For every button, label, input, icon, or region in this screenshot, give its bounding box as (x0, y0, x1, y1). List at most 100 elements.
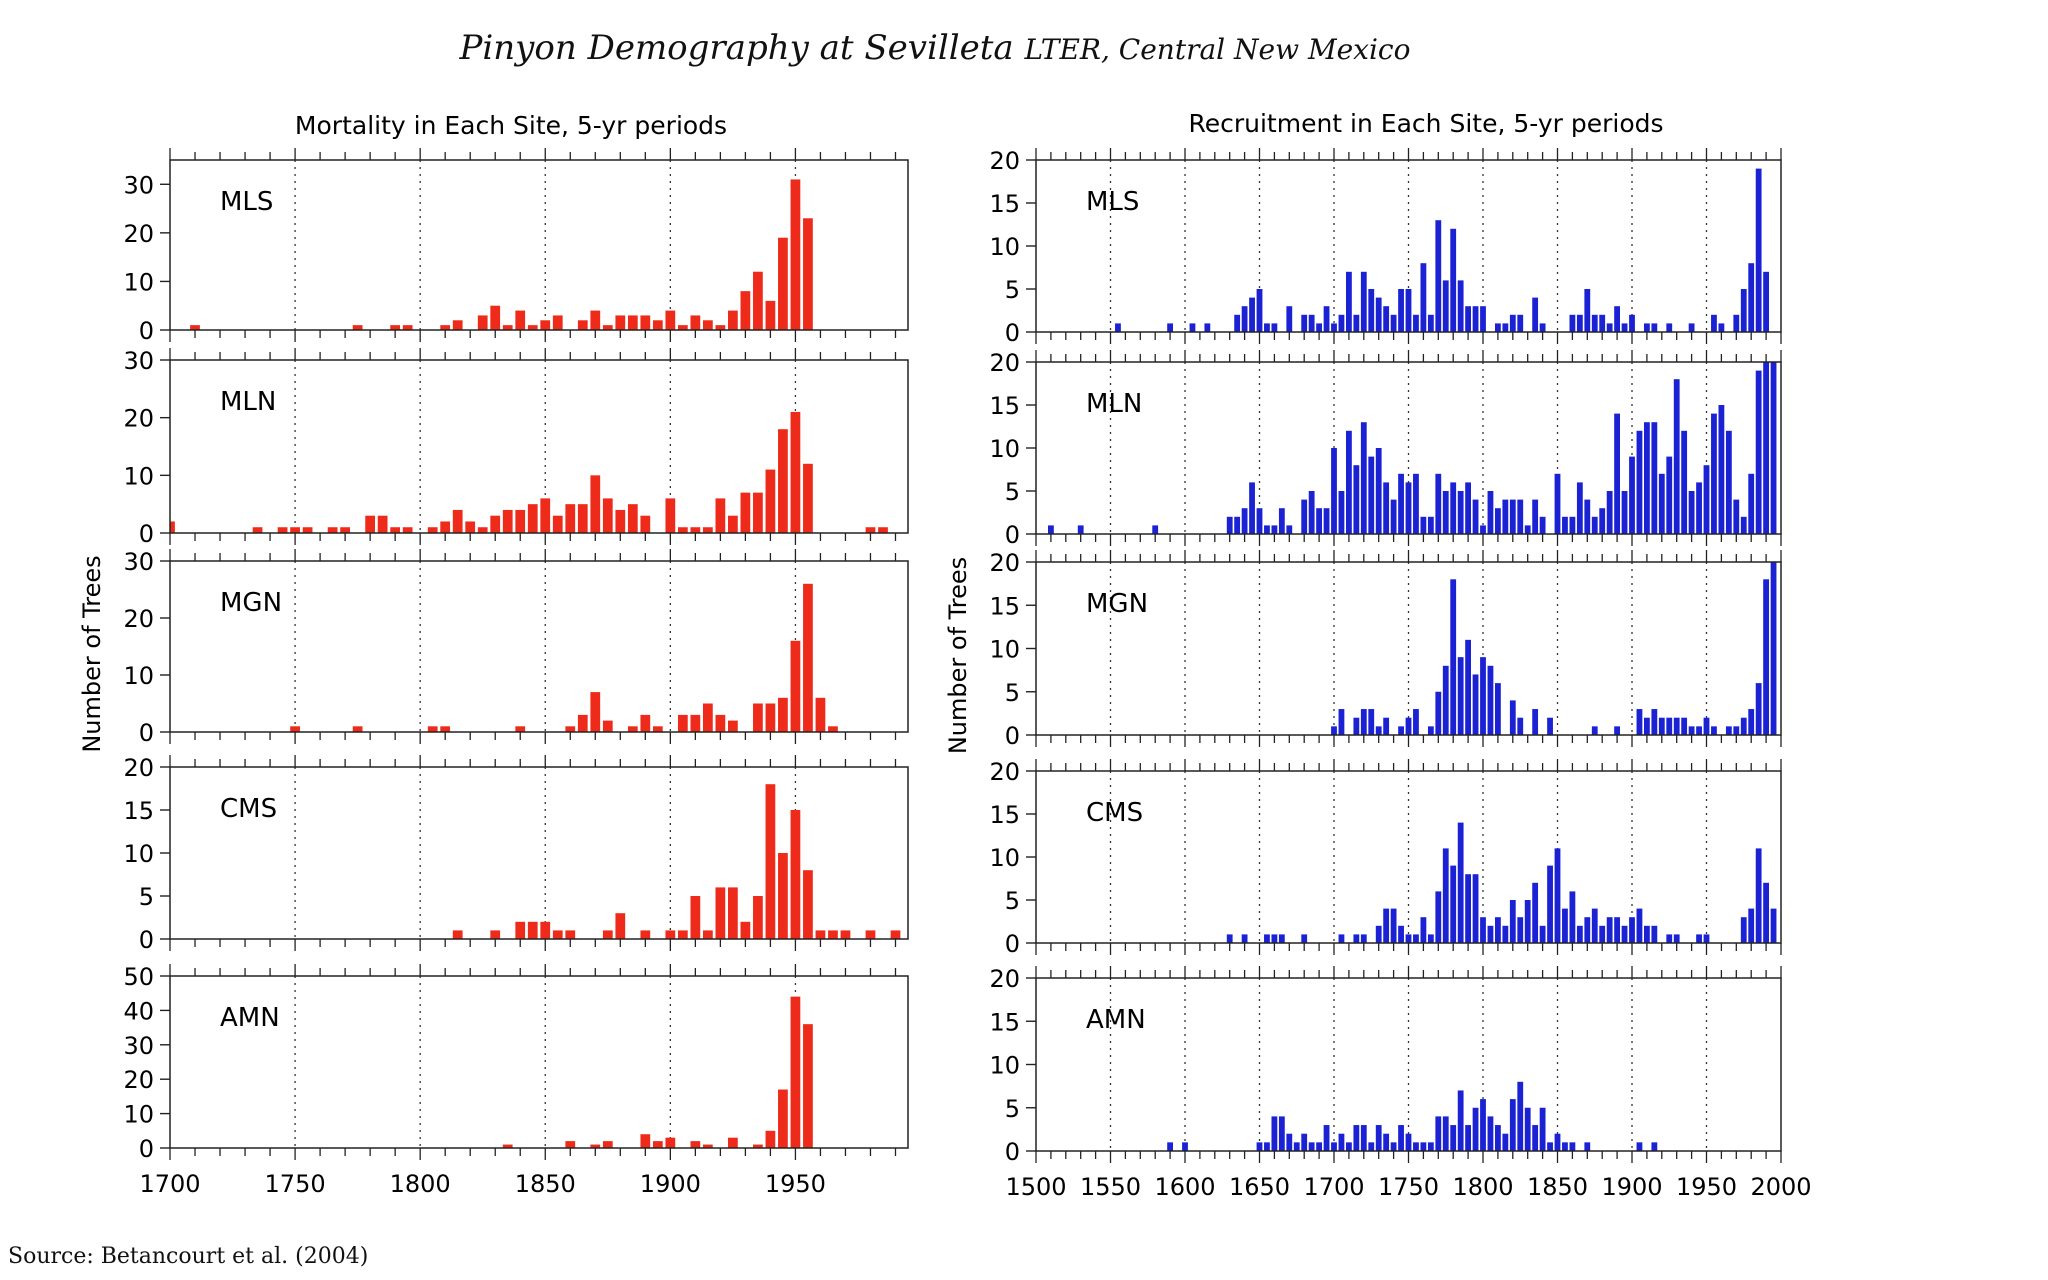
panel-amn: 0 10 20 30 40 50 AMN (123, 963, 909, 1163)
bar (1420, 917, 1427, 943)
bar (640, 930, 651, 939)
bar (390, 325, 401, 330)
recruitment-chart: Recruitment in Each Site, 5-yr periods Nu… (944, 109, 1812, 1201)
y-tick-label: 10 (123, 662, 154, 690)
bar (427, 527, 438, 533)
bar (1666, 456, 1673, 534)
bar (1666, 717, 1673, 735)
bar (515, 310, 526, 330)
bar (1241, 934, 1248, 943)
y-tick-label: 30 (123, 347, 154, 375)
bar (1413, 1142, 1419, 1151)
bar (728, 515, 738, 533)
bar (1502, 323, 1509, 332)
bar (1725, 726, 1732, 735)
bar (1584, 1142, 1591, 1151)
bar (1398, 925, 1404, 943)
bar (252, 527, 263, 533)
bar (1569, 516, 1576, 534)
x-tick-label: 1800 (1452, 1173, 1513, 1201)
bar (1711, 314, 1717, 332)
bar (477, 315, 488, 330)
bar (1450, 1125, 1457, 1151)
bar (828, 930, 838, 939)
bar (515, 921, 526, 939)
bar (452, 320, 463, 330)
bar (1271, 525, 1278, 534)
site-label: MLN (1086, 389, 1142, 419)
main-title: Pinyon Demography at Sevilleta LTER, Cen… (0, 28, 1870, 68)
y-tick-label: 15 (989, 1008, 1020, 1036)
bar (1711, 413, 1717, 534)
bar (1293, 1142, 1300, 1151)
bar (602, 930, 613, 939)
bar (765, 1130, 776, 1148)
bar (1278, 934, 1285, 943)
bar (1331, 323, 1337, 332)
bar (715, 714, 726, 732)
bar (1539, 1107, 1546, 1151)
bar (515, 726, 526, 732)
bar (1435, 1116, 1442, 1151)
y-tick-label: 0 (139, 719, 154, 747)
y-tick-label: 15 (989, 392, 1020, 420)
bar (1509, 700, 1516, 735)
bar (1368, 1142, 1375, 1151)
x-tick-label: 1700 (1303, 1173, 1364, 1201)
bar (778, 697, 788, 732)
bar (1733, 726, 1740, 735)
bar (365, 515, 376, 533)
bar (440, 726, 451, 732)
bar (1763, 579, 1770, 735)
bar (677, 527, 688, 533)
bar (1450, 865, 1457, 943)
bar (1427, 314, 1434, 332)
x-tick-label: 1650 (1229, 1173, 1290, 1201)
bar (1413, 709, 1419, 735)
bar (1532, 709, 1539, 735)
bar (1442, 280, 1449, 332)
bar (803, 463, 813, 533)
panel-cms: 0 5 10 15 20 CMS (123, 754, 909, 954)
bar (1748, 263, 1755, 332)
bar (702, 320, 713, 330)
bar (1264, 1142, 1270, 1151)
bar (1338, 934, 1345, 943)
bar (1420, 516, 1427, 534)
y-tick-label: 20 (989, 349, 1020, 377)
bar (1576, 482, 1583, 534)
bar (1517, 499, 1524, 534)
bar (702, 930, 713, 939)
bar (1383, 482, 1390, 534)
bar (1278, 1116, 1285, 1151)
bar (1696, 726, 1702, 735)
bar (1614, 917, 1621, 943)
bar (1517, 717, 1524, 735)
bar (715, 887, 726, 939)
panel-frame (169, 359, 909, 534)
bar (652, 726, 663, 732)
bar (540, 320, 551, 330)
bar (1234, 516, 1241, 534)
bar (1532, 297, 1539, 332)
bar (1398, 1125, 1404, 1151)
bar (1442, 491, 1449, 534)
bar (1569, 891, 1576, 943)
bar (1658, 473, 1665, 534)
bar (1152, 525, 1159, 534)
bar (1442, 1116, 1449, 1151)
bar (790, 810, 801, 939)
bar (1465, 482, 1472, 534)
bar (1532, 499, 1539, 534)
bar (1182, 1142, 1188, 1151)
bar (1241, 306, 1248, 332)
x-tick-label: 1900 (640, 1170, 701, 1198)
x-tick-label: 1600 (1154, 1173, 1215, 1201)
bar (1480, 1099, 1486, 1151)
bar (277, 527, 288, 533)
bar (565, 726, 576, 732)
bar (1286, 525, 1293, 534)
bar (1621, 925, 1628, 943)
bar (1405, 1133, 1412, 1151)
